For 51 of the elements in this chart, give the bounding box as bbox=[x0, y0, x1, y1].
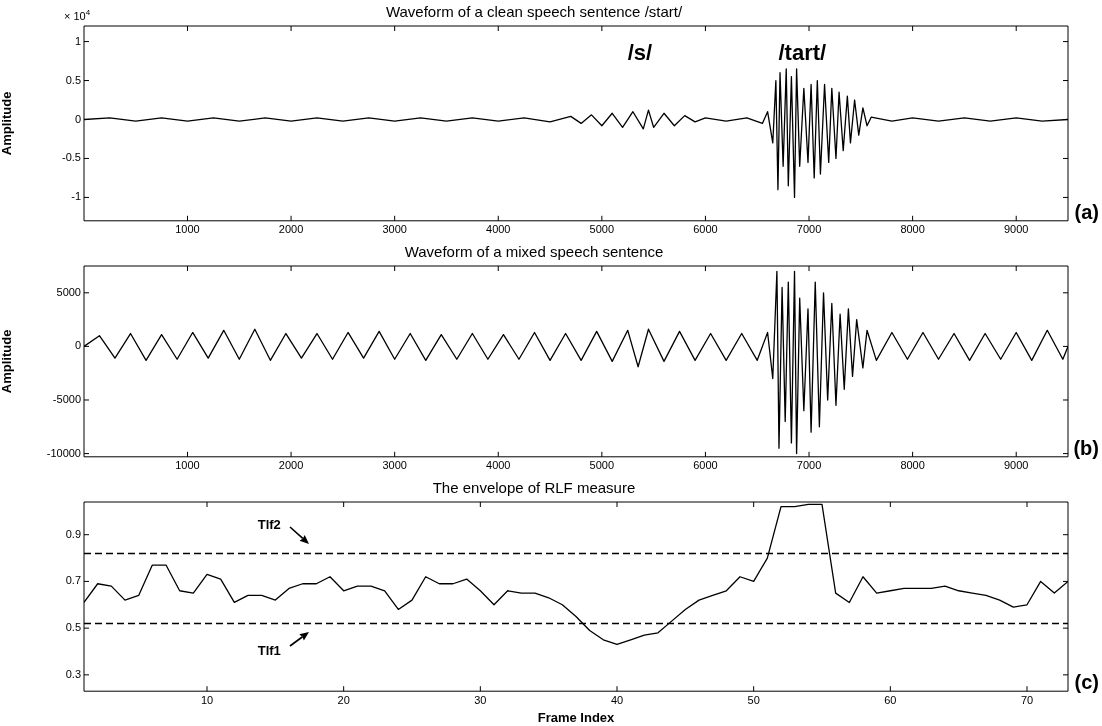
text: (a) bbox=[1074, 200, 1100, 223]
x-tick-label: 9000 bbox=[1003, 223, 1029, 236]
x-tick-label: 5000 bbox=[589, 459, 615, 472]
y-tick-label: -0.5 bbox=[62, 151, 81, 164]
x-tick-label: 8000 bbox=[900, 223, 925, 236]
y-tick-label: 0.5 bbox=[65, 621, 81, 634]
y-axis-title: Amplitude bbox=[0, 329, 15, 394]
y-tick-label: 0 bbox=[74, 112, 81, 125]
x-tick-label: 2000 bbox=[278, 459, 304, 472]
x-tick-label: 6000 bbox=[693, 223, 718, 236]
x-tick-label: 6000 bbox=[693, 459, 718, 472]
annotation: /s/ bbox=[627, 40, 653, 65]
y-axis-title: Amplitude bbox=[0, 91, 15, 156]
x-tick-label: 50 bbox=[747, 693, 760, 706]
y-tick-label: 0.9 bbox=[65, 527, 81, 540]
text: (b) bbox=[1073, 436, 1100, 459]
x-tick-label: 9000 bbox=[1003, 459, 1029, 472]
x-tick-label: 20 bbox=[337, 693, 350, 706]
y-tick-label: 0.5 bbox=[65, 73, 81, 86]
y-tick-label: 0.3 bbox=[65, 667, 81, 680]
x-tick-label: 8000 bbox=[900, 459, 925, 472]
y-tick-label: 0.7 bbox=[65, 574, 81, 587]
ref-line-label: Tlf1 bbox=[257, 643, 281, 659]
x-tick-label: 30 bbox=[474, 693, 487, 706]
x-tick-label: 5000 bbox=[589, 223, 615, 236]
x-tick-label: 4000 bbox=[486, 459, 511, 472]
y-tick-label: 0 bbox=[74, 339, 81, 352]
chart-title: The envelope of RLF measure bbox=[432, 479, 636, 497]
x-tick-label: 3000 bbox=[382, 459, 407, 472]
x-tick-label: 1000 bbox=[175, 223, 200, 236]
x-tick-label: 2000 bbox=[278, 223, 304, 236]
text: (c) bbox=[1074, 671, 1100, 694]
x-tick-label: 7000 bbox=[796, 223, 822, 236]
y-tick-label: -5000 bbox=[52, 393, 81, 406]
x-tick-label: 7000 bbox=[796, 459, 822, 472]
x-axis-title: Frame Index bbox=[537, 709, 616, 725]
chart-title: Waveform of a clean speech sentence /start/ bbox=[385, 3, 683, 21]
x-tick-label: 1000 bbox=[175, 459, 200, 472]
y-tick-label: -10000 bbox=[46, 446, 81, 459]
y-tick-label: 1 bbox=[74, 34, 81, 47]
ref-line-label: Tlf2 bbox=[257, 517, 281, 533]
chart-title: Waveform of a mixed speech sentence bbox=[404, 243, 664, 261]
y-tick-label: 5000 bbox=[56, 285, 81, 298]
x-tick-label: 10 bbox=[200, 693, 214, 706]
x-tick-label: 4000 bbox=[486, 223, 511, 236]
x-tick-label: 40 bbox=[610, 693, 624, 706]
x-tick-label: 60 bbox=[884, 693, 897, 706]
x-tick-label: 3000 bbox=[382, 223, 407, 236]
x-tick-label: 70 bbox=[1020, 693, 1034, 706]
annotation: /tart/ bbox=[778, 40, 827, 65]
y-tick-label: -1 bbox=[71, 190, 81, 203]
